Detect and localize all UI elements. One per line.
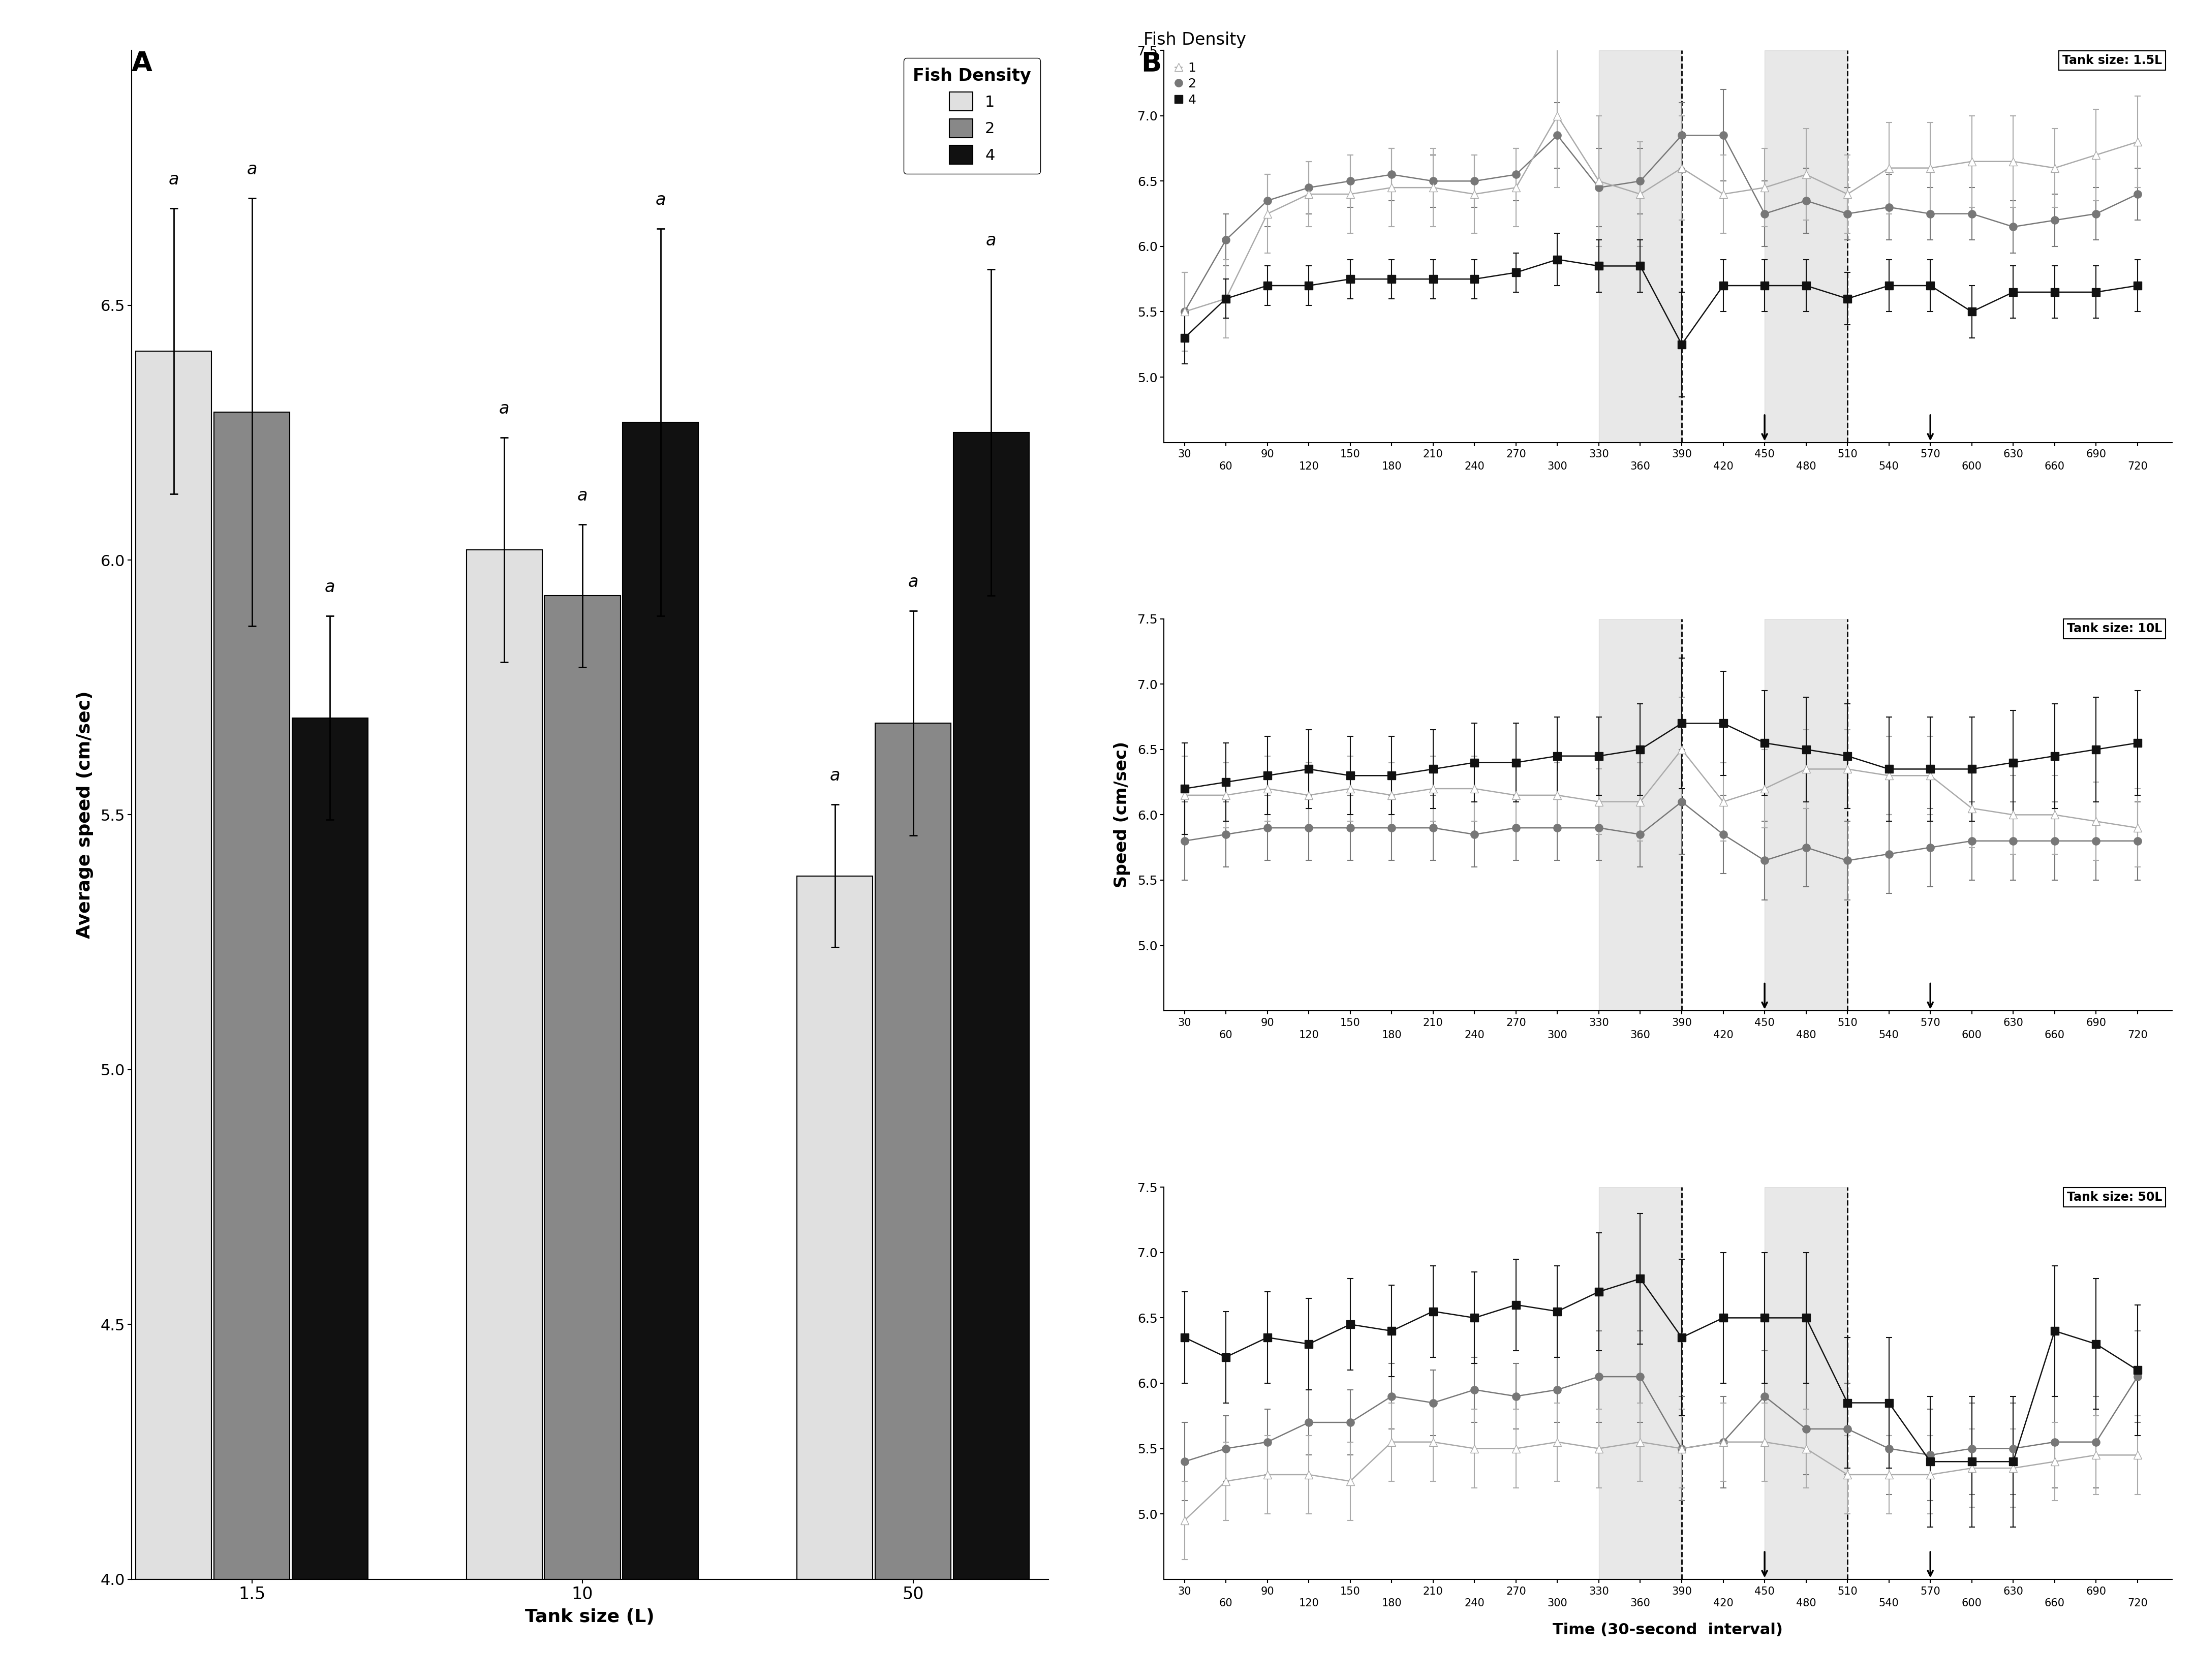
Y-axis label: Speed (cm/sec): Speed (cm/sec) — [1115, 741, 1130, 889]
Text: Tank size: 1.5L: Tank size: 1.5L — [2062, 54, 2161, 67]
X-axis label: Tank size (L): Tank size (L) — [524, 1608, 654, 1626]
Legend: 1, 2, 4: 1, 2, 4 — [904, 59, 1040, 173]
Legend: 1, 2, 4: 1, 2, 4 — [1169, 57, 1200, 111]
Bar — [1764, 1188, 1847, 1579]
Text: a: a — [577, 487, 588, 504]
Text: B: B — [1141, 50, 1161, 77]
Bar — [467, 549, 542, 1579]
X-axis label: Time (30-second  interval): Time (30-second interval) — [1553, 1623, 1784, 1638]
Bar — [136, 351, 211, 1579]
Bar — [875, 722, 950, 1579]
Text: a: a — [985, 232, 996, 249]
Text: Fish Density: Fish Density — [1143, 32, 1246, 49]
Text: Tank size: 50L: Tank size: 50L — [2067, 1191, 2161, 1203]
Text: Tank size: 10L: Tank size: 10L — [2067, 623, 2161, 635]
Text: a: a — [908, 575, 919, 591]
Bar — [1599, 50, 1683, 442]
Bar — [1599, 1188, 1683, 1579]
Text: a: a — [246, 161, 257, 178]
Text: a: a — [829, 768, 840, 785]
Bar — [544, 596, 621, 1579]
Y-axis label: Average speed (cm/sec): Average speed (cm/sec) — [77, 690, 94, 939]
Bar — [623, 422, 698, 1579]
Bar — [215, 412, 290, 1579]
Bar — [292, 717, 369, 1579]
Bar — [952, 432, 1029, 1579]
Text: a: a — [325, 580, 336, 596]
Text: A: A — [132, 50, 151, 77]
Text: a: a — [498, 400, 509, 417]
Text: a: a — [169, 171, 180, 188]
Bar — [1599, 618, 1683, 1011]
Bar — [1764, 50, 1847, 442]
Bar — [796, 875, 873, 1579]
Text: a: a — [656, 192, 665, 208]
Bar — [1764, 618, 1847, 1011]
